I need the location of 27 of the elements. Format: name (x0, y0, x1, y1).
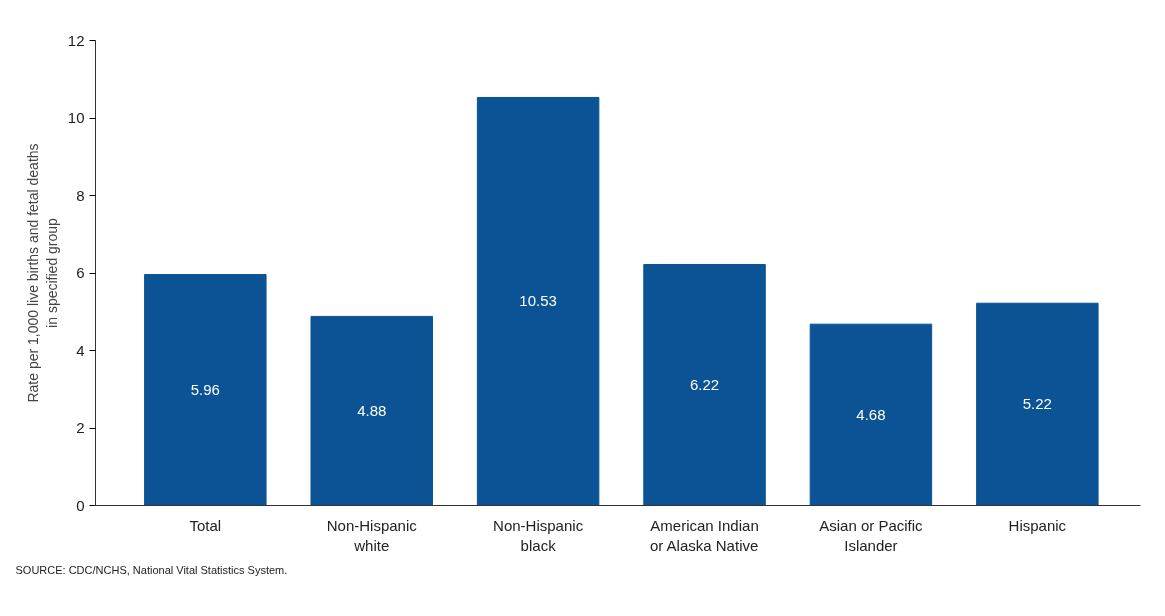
y-tick-label: 12 (67, 31, 85, 49)
y-tick-label: 2 (76, 419, 85, 436)
y-tick-label: 10 (67, 109, 85, 126)
source-note: SOURCE: CDC/NCHS, National Vital Statistics System. (15, 563, 288, 576)
bar (476, 96, 600, 506)
y-tick-label: 6 (76, 264, 85, 281)
data-label: 6.22 (689, 375, 720, 393)
bar (144, 274, 267, 506)
x-tick-label: Non-Hispanic white (326, 516, 418, 554)
data-label: 10.53 (519, 292, 557, 310)
x-tick-label: Asian or Pacific Islander (819, 516, 924, 554)
data-label: 4.88 (357, 401, 387, 419)
x-tick-label: Non-Hispanic black (493, 516, 584, 554)
y-tick-label: 4 (76, 341, 85, 359)
bar (643, 263, 766, 506)
bar (976, 302, 1099, 506)
x-tick-label: Total (189, 516, 222, 534)
bar (310, 315, 433, 506)
data-label: 4.68 (856, 405, 886, 423)
y-tick-label: 8 (76, 186, 85, 204)
y-tick-label: 0 (76, 496, 85, 514)
x-tick-label: Hispanic (1008, 516, 1067, 534)
data-label: 5.22 (1022, 395, 1052, 413)
data-label: 5.96 (190, 381, 220, 399)
y-axis-title: Rate per 1,000 live births and fetal deaths in specified group (24, 143, 60, 403)
bar (809, 323, 933, 506)
x-tick-label: American Indian or Alaska Native (649, 516, 759, 554)
